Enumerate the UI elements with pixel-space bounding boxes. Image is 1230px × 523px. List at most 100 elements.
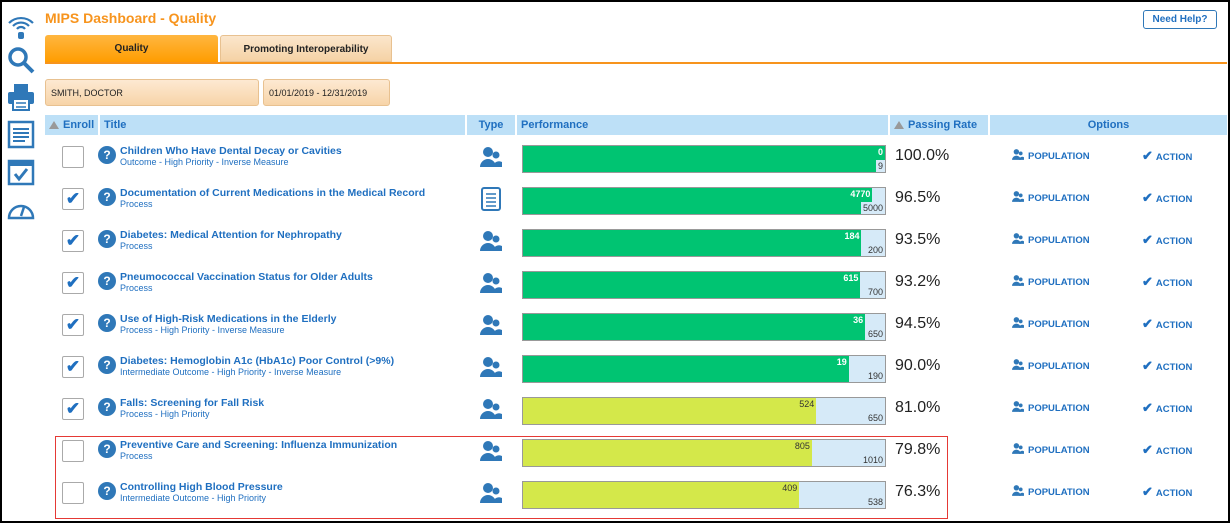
col-passing-rate[interactable]: Passing Rate — [890, 115, 990, 135]
action-label: ACTION — [1155, 152, 1193, 163]
enroll-checkbox[interactable]: ✔ — [62, 398, 84, 420]
measure-title[interactable]: Use of High-Risk Medications in the Elde… — [120, 313, 337, 325]
calendar-check-icon[interactable] — [6, 156, 36, 186]
need-help-button[interactable]: Need Help? — [1143, 10, 1217, 29]
population-icon — [1011, 275, 1028, 288]
enroll-checkbox[interactable] — [62, 146, 84, 168]
performance-fill — [523, 272, 861, 298]
help-icon[interactable]: ? — [98, 440, 116, 458]
sort-asc-icon — [894, 121, 904, 129]
population-link[interactable]: POPULATION — [1011, 400, 1090, 414]
measure-title[interactable]: Documentation of Current Medications in … — [120, 187, 426, 199]
enroll-checkbox[interactable]: ✔ — [62, 272, 84, 294]
population-link[interactable]: POPULATION — [1011, 358, 1090, 372]
performance-bar: 615 700 — [522, 271, 886, 299]
action-link[interactable]: ✔ ACTION — [1142, 190, 1192, 206]
enroll-checkbox[interactable] — [62, 440, 84, 462]
performance-fill — [523, 314, 866, 340]
denominator: 538 — [865, 496, 885, 508]
search-icon[interactable] — [6, 45, 36, 75]
population-link[interactable]: POPULATION — [1011, 232, 1090, 246]
check-icon: ✔ — [1142, 316, 1153, 331]
col-type[interactable]: Type — [467, 115, 517, 135]
action-label: ACTION — [1155, 278, 1193, 289]
notepad-icon[interactable] — [6, 119, 36, 149]
tab-quality[interactable]: Quality — [45, 35, 218, 62]
population-link[interactable]: POPULATION — [1011, 148, 1090, 162]
gauge-icon[interactable] — [6, 194, 36, 224]
action-link[interactable]: ✔ ACTION — [1142, 316, 1192, 332]
col-title[interactable]: Title — [100, 115, 467, 135]
measure-title[interactable]: Diabetes: Medical Attention for Nephropa… — [120, 229, 342, 241]
population-link[interactable]: POPULATION — [1011, 274, 1090, 288]
passing-rate: 81.0% — [895, 399, 941, 416]
population-icon — [1011, 359, 1028, 372]
tab-promoting-interoperability[interactable]: Promoting Interoperability — [220, 35, 392, 62]
numerator: 524 — [799, 399, 815, 409]
sort-asc-icon — [49, 121, 59, 129]
population-label: POPULATION — [1028, 277, 1090, 288]
enroll-checkbox[interactable]: ✔ — [62, 230, 84, 252]
col-options: Options — [1087, 119, 1130, 131]
population-link[interactable]: POPULATION — [1011, 484, 1090, 498]
action-link[interactable]: ✔ ACTION — [1142, 484, 1192, 500]
measure-title[interactable]: Preventive Care and Screening: Influenza… — [120, 439, 398, 451]
check-icon: ✔ — [1142, 274, 1153, 289]
col-enroll[interactable]: Enroll — [45, 115, 100, 135]
table-row: ? Children Who Have Dental Decay or Cavi… — [45, 139, 1227, 181]
denominator: 650 — [865, 328, 885, 340]
help-icon[interactable]: ? — [98, 272, 116, 290]
enroll-checkbox[interactable] — [62, 482, 84, 504]
measure-title[interactable]: Diabetes: Hemoglobin A1c (HbA1c) Poor Co… — [120, 355, 395, 367]
action-link[interactable]: ✔ ACTION — [1142, 442, 1192, 458]
help-icon[interactable]: ? — [98, 356, 116, 374]
population-icon — [1011, 485, 1028, 498]
denominator: 5000 — [860, 202, 885, 214]
tab-divider — [45, 62, 1227, 64]
performance-fill — [523, 440, 812, 466]
help-icon[interactable]: ? — [98, 314, 116, 332]
action-link[interactable]: ✔ ACTION — [1142, 148, 1192, 164]
enroll-checkbox[interactable]: ✔ — [62, 356, 84, 378]
measure-title[interactable]: Controlling High Blood Pressure — [120, 481, 283, 493]
action-label: ACTION — [1155, 320, 1193, 331]
population-link[interactable]: POPULATION — [1011, 190, 1090, 204]
action-link[interactable]: ✔ ACTION — [1142, 274, 1192, 290]
help-icon[interactable]: ? — [98, 146, 116, 164]
numerator: 4770 — [850, 189, 871, 199]
col-performance[interactable]: Performance — [517, 115, 890, 135]
measure-subtitle: Process — [120, 283, 153, 293]
wireless-icon[interactable] — [6, 10, 36, 40]
performance-bar: 184 200 — [522, 229, 886, 257]
action-link[interactable]: ✔ ACTION — [1142, 358, 1192, 374]
passing-rate: 76.3% — [895, 483, 941, 500]
population-link[interactable]: POPULATION — [1011, 442, 1090, 456]
measure-subtitle: Outcome - High Priority - Inverse Measur… — [120, 157, 289, 167]
performance-bar: 409 538 — [522, 481, 886, 509]
population-link[interactable]: POPULATION — [1011, 316, 1090, 330]
measure-title[interactable]: Falls: Screening for Fall Risk — [120, 397, 265, 409]
measure-title[interactable]: Children Who Have Dental Decay or Caviti… — [120, 145, 342, 157]
table-row: ✔ ? Diabetes: Hemoglobin A1c (HbA1c) Poo… — [45, 349, 1227, 391]
action-label: ACTION — [1155, 194, 1193, 205]
numerator: 615 — [843, 273, 859, 283]
page-title: MIPS Dashboard - Quality — [45, 10, 217, 26]
help-icon[interactable]: ? — [98, 398, 116, 416]
population-label: POPULATION — [1028, 487, 1090, 498]
enroll-checkbox[interactable]: ✔ — [62, 188, 84, 210]
action-link[interactable]: ✔ ACTION — [1142, 400, 1192, 416]
print-icon[interactable] — [6, 82, 36, 112]
provider-select[interactable]: SMITH, DOCTOR — [45, 79, 259, 106]
enroll-checkbox[interactable]: ✔ — [62, 314, 84, 336]
performance-bar: 0 9 — [522, 145, 886, 173]
help-icon[interactable]: ? — [98, 230, 116, 248]
date-range-select[interactable]: 01/01/2019 - 12/31/2019 — [263, 79, 390, 106]
measure-title[interactable]: Pneumococcal Vaccination Status for Olde… — [120, 271, 373, 283]
action-link[interactable]: ✔ ACTION — [1142, 232, 1192, 248]
help-icon[interactable]: ? — [98, 482, 116, 500]
table-row: ✔ ? Falls: Screening for Fall Risk Proce… — [45, 391, 1227, 433]
numerator: 0 — [877, 147, 883, 157]
check-icon: ✔ — [1142, 232, 1153, 247]
help-icon[interactable]: ? — [98, 188, 116, 206]
